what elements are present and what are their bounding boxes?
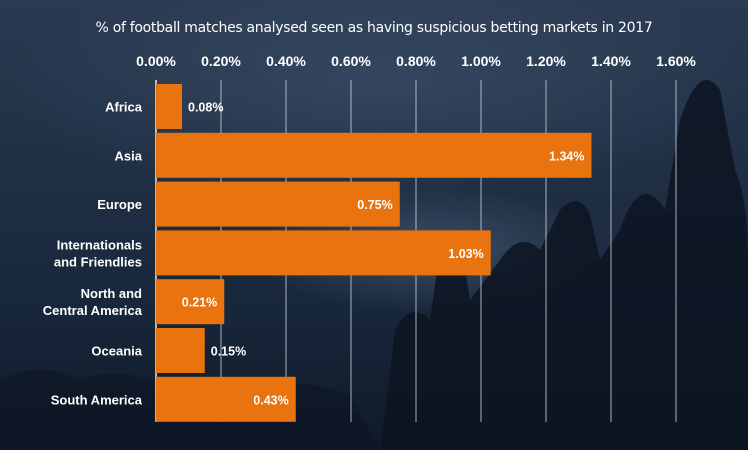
chart-title: % of football matches analysed seen as h… <box>95 20 653 36</box>
category-label: Asia <box>115 148 143 163</box>
category-label: North and <box>81 286 142 301</box>
category-label: and Friendlies <box>54 254 142 269</box>
x-tick-label: 1.00% <box>461 53 501 69</box>
value-label: 0.08% <box>188 101 223 115</box>
category-label: South America <box>51 392 143 407</box>
category-labels: Africa Asia Europe Internationals and Friend… <box>43 100 143 408</box>
category-label: Oceania <box>91 344 142 359</box>
bar <box>156 84 182 129</box>
bar <box>156 279 225 325</box>
bar <box>156 132 592 178</box>
category-label: Africa <box>105 100 143 115</box>
x-tick-label: 0.20% <box>201 53 241 69</box>
value-label: 1.34% <box>549 149 584 163</box>
x-tick-label: 1.20% <box>526 53 566 69</box>
x-tick-label: 1.60% <box>656 53 696 69</box>
value-label: 0.43% <box>253 393 288 407</box>
x-axis-ticks: 0.00% 0.20% 0.40% 0.60% 0.80% 1.00% 1.20% 1.40%… <box>136 53 696 69</box>
x-tick-label: 1.40% <box>591 53 631 69</box>
category-label: Europe <box>97 197 142 212</box>
bars <box>156 84 592 422</box>
value-label: 1.03% <box>448 247 483 261</box>
bar <box>156 328 205 373</box>
value-label: 0.15% <box>211 345 246 359</box>
value-labels: 0.08% 1.34% 0.75% 1.03% 0.21% 0.15% 0.43% <box>182 101 585 408</box>
bar <box>156 181 400 227</box>
bar <box>156 230 491 276</box>
x-tick-label: 0.00% <box>136 53 176 69</box>
x-tick-label: 0.80% <box>396 53 436 69</box>
category-label: Internationals <box>57 237 142 252</box>
x-tick-label: 0.60% <box>331 53 371 69</box>
bar <box>156 376 296 422</box>
category-label: Central America <box>43 303 143 318</box>
x-tick-label: 0.40% <box>266 53 306 69</box>
value-label: 0.75% <box>357 198 392 212</box>
value-label: 0.21% <box>182 296 217 310</box>
